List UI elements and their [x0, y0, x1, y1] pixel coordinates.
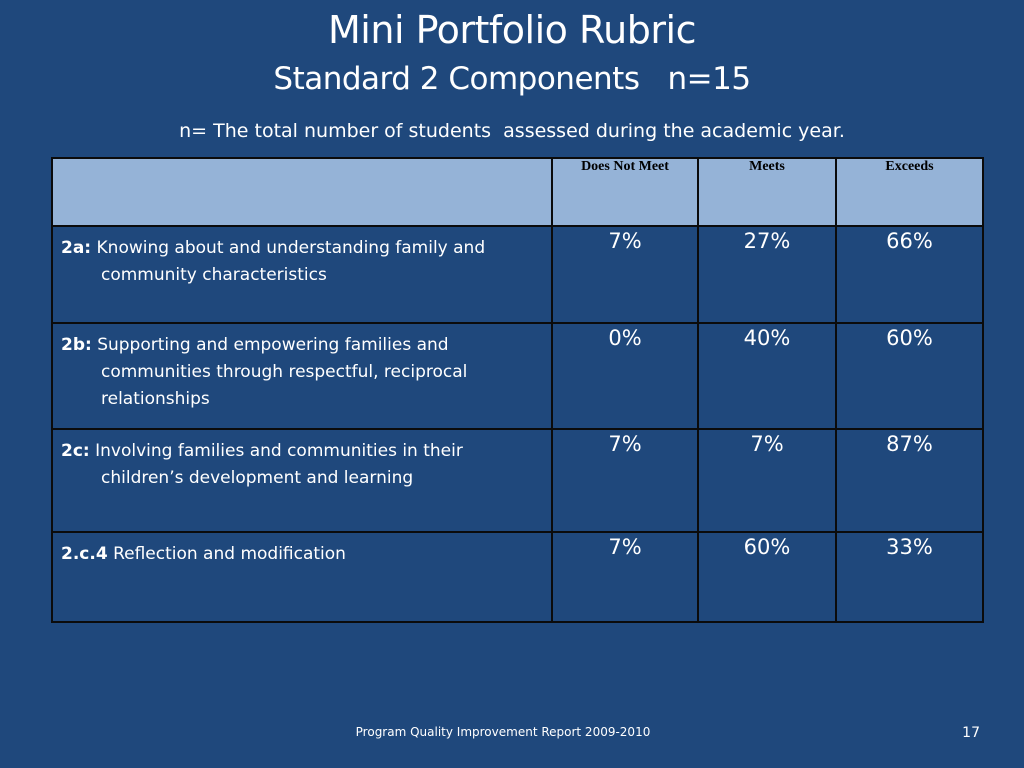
- component-cell: 2b: Supporting and empowering families a…: [51, 322, 553, 430]
- slide-title: Mini Portfolio Rubric: [328, 8, 696, 52]
- does-not-meet-value: 7%: [551, 531, 699, 623]
- slide-footer: Program Quality Improvement Report 2009-…: [355, 725, 651, 739]
- sample-size-note: n= The total number of students assessed…: [179, 120, 845, 142]
- exceeds-value: 60%: [835, 322, 984, 430]
- component-cell: 2.c.4 Reflection and modification: [51, 531, 553, 623]
- component-code: 2c:: [61, 441, 90, 461]
- exceeds-value: 87%: [835, 428, 984, 533]
- component-description: Supporting and empowering families and c…: [97, 335, 468, 409]
- component-description: Reflection and modification: [113, 544, 346, 564]
- column-header-does-not-meet: Does Not Meet: [551, 157, 699, 227]
- table-row: 2b: Supporting and empowering families a…: [51, 322, 984, 430]
- column-header-meets: Meets: [697, 157, 837, 227]
- meets-value: 7%: [697, 428, 837, 533]
- rubric-table: Does Not Meet Meets Exceeds 2a: Knowing …: [51, 157, 984, 623]
- component-cell: 2c: Involving families and communities i…: [51, 428, 553, 533]
- page-number: 17: [962, 725, 980, 741]
- component-cell: 2a: Knowing about and understanding fami…: [51, 225, 553, 324]
- meets-value: 27%: [697, 225, 837, 324]
- table-row: 2.c.4 Reflection and modification 7% 60%…: [51, 531, 984, 623]
- component-code: 2b:: [61, 335, 92, 355]
- component-description: Knowing about and understanding family a…: [96, 238, 486, 285]
- does-not-meet-value: 7%: [551, 225, 699, 324]
- slide-subtitle: Standard 2 Components n=15: [273, 61, 751, 97]
- does-not-meet-value: 0%: [551, 322, 699, 430]
- component-code: 2a:: [61, 238, 92, 258]
- meets-value: 40%: [697, 322, 837, 430]
- column-header-exceeds: Exceeds: [835, 157, 984, 227]
- table-header-row: Does Not Meet Meets Exceeds: [51, 157, 984, 227]
- component-description: Involving families and communities in th…: [95, 441, 463, 488]
- table-row: 2a: Knowing about and understanding fami…: [51, 225, 984, 324]
- exceeds-value: 33%: [835, 531, 984, 623]
- does-not-meet-value: 7%: [551, 428, 699, 533]
- column-header-component: [51, 157, 553, 227]
- table-row: 2c: Involving families and communities i…: [51, 428, 984, 533]
- component-code: 2.c.4: [61, 544, 108, 564]
- exceeds-value: 66%: [835, 225, 984, 324]
- meets-value: 60%: [697, 531, 837, 623]
